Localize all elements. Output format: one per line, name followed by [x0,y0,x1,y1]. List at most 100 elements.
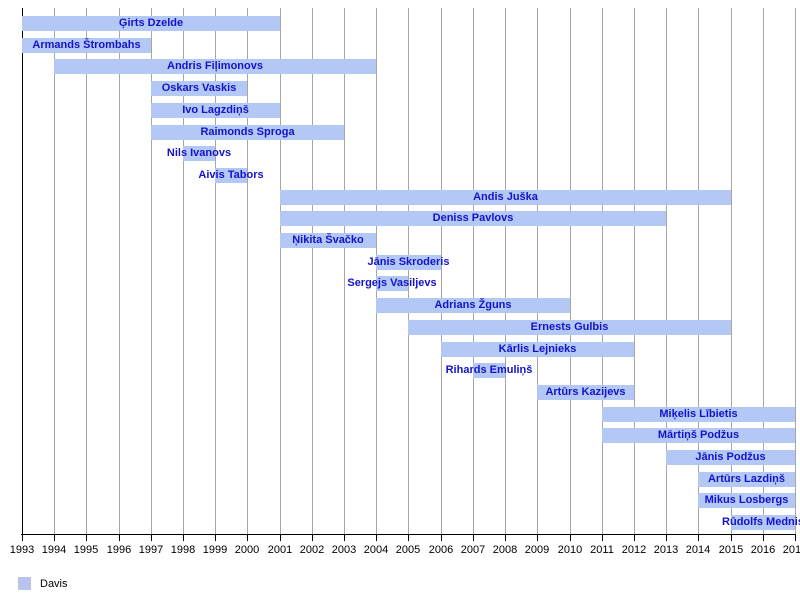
axis-tick-label: 2004 [363,544,389,556]
bar-label: Ivo Lagzdiņš [182,104,249,116]
bar-label: Rūdolfs Mednis [722,516,800,528]
axis-tick-label: 1994 [41,544,67,556]
axis-tick [151,535,152,541]
axis-tick [441,535,442,541]
axis-tick [215,535,216,541]
axis-tick [505,535,506,541]
bar-label: Jānis Podžus [695,451,766,463]
axis-tick-label: 2015 [718,544,744,556]
axis-tick [312,535,313,541]
timeline-bar: Kārlis Lejnieks [441,342,634,357]
axis-tick-label: 2009 [524,544,550,556]
year-gridline [151,8,152,534]
bar-label: Jānis Skroderis [367,256,450,268]
axis-tick-label: 1999 [202,544,228,556]
axis-tick [376,535,377,541]
axis-tick-label: 2001 [267,544,293,556]
axis-tick-label: 2002 [299,544,325,556]
axis-tick-label: 2011 [590,544,614,556]
year-gridline [312,8,313,534]
axis-tick-label: 1993 [9,544,35,556]
year-gridline [698,8,699,534]
bar-label: Mārtiņš Podžus [657,429,740,441]
year-gridline [344,8,345,534]
bar-label: Armands Štrombahs [32,39,141,51]
year-gridline [731,8,732,534]
axis-tick [666,535,667,541]
bar-label: Adrians Žguns [434,299,512,311]
bar-label: Sergejs Vasiljevs [347,277,437,289]
bar-label: Aivis Tabors [198,169,264,181]
axis-tick-label: 2005 [395,544,421,556]
axis-tick [473,535,474,541]
axis-tick [795,535,796,541]
axis-tick-label: 1998 [170,544,196,556]
timeline-bar: Rihards Emuliņš [446,363,532,378]
timeline-bar: Andis Juška [280,190,731,205]
bar-label: Ņikita Švačko [292,234,364,246]
year-gridline [119,8,120,534]
timeline-bar: Artūrs Lazdiņš [698,472,795,487]
timeline-bar: Mārtiņš Podžus [602,428,795,443]
axis-tick [763,535,764,541]
axis-tick [247,535,248,541]
timeline-bar: Oskars Vaskis [151,81,247,96]
timeline-bar: Raimonds Sproga [151,125,344,140]
year-gridline [441,8,442,534]
y-axis-line [22,8,23,534]
timeline-bar: Mikus Losbergs [698,493,795,508]
timeline-bar: Armands Štrombahs [22,38,151,53]
bar-label: Artūrs Kazijevs [545,386,626,398]
year-gridline [215,8,216,534]
timeline-bar: Ņikita Švačko [280,233,376,248]
axis-tick-label: 2016 [750,544,776,556]
bar-label: Mikus Losbergs [704,494,789,506]
year-gridline [376,8,377,534]
bar-label: Kārlis Lejnieks [498,343,577,355]
timeline-bar: Nils Ivanovs [167,146,231,161]
axis-tick-label: 2017 [782,544,800,556]
year-gridline [86,8,87,534]
bar-label: Nils Ivanovs [166,147,232,159]
bar-label: Ernests Gulbis [530,321,609,333]
axis-tick [344,535,345,541]
axis-tick [731,535,732,541]
axis-tick-label: 2000 [234,544,260,556]
axis-tick-label: 2014 [685,544,711,556]
axis-tick [698,535,699,541]
bar-label: Ģirts Dzelde [118,17,184,29]
timeline-bar: Adrians Žguns [376,298,570,313]
axis-tick-label: 2012 [621,544,647,556]
timeline-bar: Deniss Pavlovs [280,211,666,226]
timeline-bar: Ernests Gulbis [408,320,731,335]
year-gridline [505,8,506,534]
bar-label: Artūrs Lazdiņš [707,473,786,485]
timeline-bar: Sergejs Vasiljevs [347,276,437,291]
year-gridline [795,8,796,534]
year-gridline [280,8,281,534]
timeline-bar: Rūdolfs Mednis [722,515,800,530]
timeline-bar: Ivo Lagzdiņš [151,103,280,118]
axis-tick [280,535,281,541]
axis-tick [183,535,184,541]
axis-tick-label: 2010 [557,544,583,556]
year-gridline [537,8,538,534]
timeline-bar: Aivis Tabors [198,168,264,183]
timeline-bar: Andris Fiļimonovs [54,59,376,74]
year-gridline [634,8,635,534]
timeline-bar: Miķelis Lībietis [602,407,795,422]
axis-tick [408,535,409,541]
bar-label: Deniss Pavlovs [432,212,514,224]
timeline-bar: Jānis Skroderis [368,255,449,270]
bar-label: Andris Fiļimonovs [167,60,263,72]
bar-label: Oskars Vaskis [161,82,237,94]
year-gridline [473,8,474,534]
bar-label: Raimonds Sproga [200,126,295,138]
axis-tick [54,535,55,541]
year-gridline [183,8,184,534]
axis-tick [602,535,603,541]
legend-swatch [18,577,31,590]
axis-tick [634,535,635,541]
year-gridline [570,8,571,534]
